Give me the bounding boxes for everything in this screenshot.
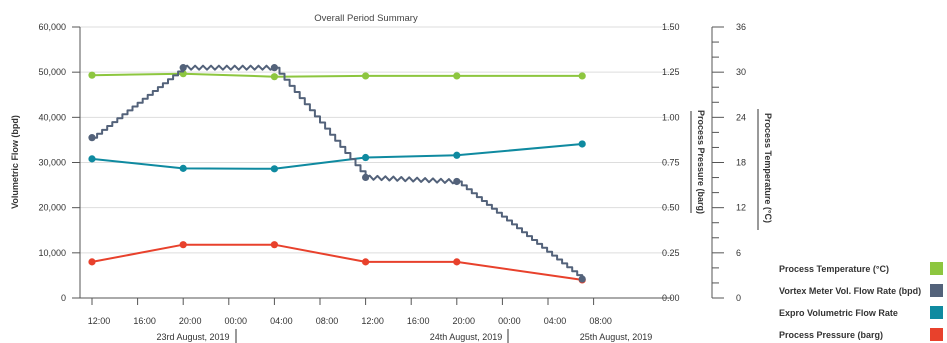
x-tick-label-0: 12:00 bbox=[88, 316, 111, 326]
temperature-axis: 0 6 12 18 24 30 36 Process Temperature (°C) bbox=[711, 22, 773, 303]
x-tick-label-2: 20:00 bbox=[179, 316, 202, 326]
series-point-process-pressure-barg-0 bbox=[88, 258, 96, 266]
series-line-vortex-meter-vol-flow-rate-bpd bbox=[91, 64, 584, 279]
series-point-vortex-meter-vol-flow-rate-bpd-2 bbox=[270, 64, 278, 72]
legend-swatch-pressure bbox=[930, 328, 943, 341]
date-label-aug-25: 25th August, 2019 bbox=[580, 332, 653, 342]
x-tick-label-11: 08:00 bbox=[589, 316, 612, 326]
temperature-tick-label-0: 0 bbox=[736, 293, 741, 303]
series-point-expro-volumetric-flow-rate-4 bbox=[453, 151, 461, 159]
temperature-tick-label-4: 24 bbox=[736, 112, 746, 122]
legend-label-vortex-flow: Vortex Meter Vol. Flow Rate (bpd) bbox=[779, 286, 921, 296]
pressure-tick-label-2: 0.50 bbox=[662, 203, 680, 213]
series-point-vortex-meter-vol-flow-rate-bpd-5 bbox=[578, 275, 586, 283]
series-point-vortex-meter-vol-flow-rate-bpd-0 bbox=[88, 134, 96, 142]
series-point-vortex-meter-vol-flow-rate-bpd-4 bbox=[453, 177, 461, 186]
temperature-tick-label-6: 36 bbox=[736, 22, 746, 32]
pressure-tick-label-5: 1.25 bbox=[662, 67, 680, 77]
series-point-expro-volumetric-flow-rate-5 bbox=[578, 140, 586, 148]
legend-item-pressure[interactable]: Process Pressure (barg) bbox=[779, 328, 943, 341]
chart-title: Overall Period Summary bbox=[314, 13, 418, 24]
legend-label-pressure: Process Pressure (barg) bbox=[779, 330, 883, 340]
legend: Process Temperature (°C) Vortex Meter Vo… bbox=[779, 262, 943, 341]
legend-item-temperature[interactable]: Process Temperature (°C) bbox=[779, 262, 943, 275]
left-tick-label-6: 60,000 bbox=[38, 22, 66, 32]
pressure-tick-label-1: 0.25 bbox=[662, 248, 680, 258]
pressure-tick-label-4: 1.00 bbox=[662, 112, 680, 122]
series-point-process-temperature-c-5 bbox=[578, 72, 586, 80]
temperature-tick-label-5: 30 bbox=[736, 67, 746, 77]
series-point-process-pressure-barg-1 bbox=[179, 241, 187, 249]
left-tick-label-4: 40,000 bbox=[38, 112, 66, 122]
left-tick-label-1: 10,000 bbox=[38, 248, 66, 258]
date-label-aug-23: 23rd August, 2019 bbox=[156, 332, 229, 342]
series-point-process-pressure-barg-2 bbox=[270, 241, 278, 249]
x-tick-label-4: 04:00 bbox=[270, 316, 293, 326]
temperature-tick-label-3: 18 bbox=[736, 158, 746, 168]
x-tick-label-6: 12:00 bbox=[361, 316, 384, 326]
series-line-process-temperature-c bbox=[91, 72, 583, 78]
x-tick-label-5: 08:00 bbox=[316, 316, 339, 326]
temperature-tick-label-2: 12 bbox=[736, 203, 746, 213]
series-line-process-pressure-barg bbox=[91, 243, 583, 281]
pressure-tick-label-6: 1.50 bbox=[662, 22, 680, 32]
left-tick-label-0: 0 bbox=[61, 293, 66, 303]
left-tick-label-3: 30,000 bbox=[38, 158, 66, 168]
series-line-expro-volumetric-flow-rate bbox=[91, 143, 583, 170]
series-point-process-temperature-c-4 bbox=[453, 72, 461, 80]
x-tick-label-8: 20:00 bbox=[453, 316, 476, 326]
legend-label-expro-flow: Expro Volumetric Flow Rate bbox=[779, 308, 898, 318]
series-point-expro-volumetric-flow-rate-0 bbox=[88, 155, 96, 163]
pressure-axis: 0.000.250.500.751.001.251.50 Process Pre… bbox=[662, 22, 706, 303]
legend-label-temperature: Process Temperature (°C) bbox=[779, 264, 889, 274]
legend-item-vortex-flow[interactable]: Vortex Meter Vol. Flow Rate (bpd) bbox=[779, 284, 943, 297]
series-point-process-pressure-barg-3 bbox=[362, 258, 370, 266]
series-point-process-temperature-c-0 bbox=[88, 71, 96, 79]
x-tick-label-1: 16:00 bbox=[133, 316, 156, 326]
left-axis-title: Volumetric Flow (bpd) bbox=[10, 115, 20, 209]
temperature-tick-label-1: 6 bbox=[736, 248, 741, 258]
series-point-expro-volumetric-flow-rate-3 bbox=[362, 153, 370, 162]
legend-swatch-temperature bbox=[930, 262, 943, 275]
series-point-process-temperature-c-3 bbox=[362, 72, 370, 80]
grid bbox=[80, 26, 672, 254]
series-point-process-temperature-c-2 bbox=[270, 73, 278, 81]
x-axis: 12:00 16:00 20:00 00:00 04:00 08:00 12:00 16:00… bbox=[80, 297, 672, 343]
series-point-process-pressure-barg-4 bbox=[453, 258, 461, 266]
temperature-axis-title: Process Temperature (°C) bbox=[763, 113, 773, 223]
series-layer bbox=[88, 64, 586, 284]
series-point-expro-volumetric-flow-rate-2 bbox=[270, 165, 278, 173]
legend-swatch-expro-flow bbox=[930, 306, 943, 319]
left-axis: 0 10,000 20,000 30,000 40,000 50,000 60,000 Vo… bbox=[10, 22, 81, 303]
pressure-tick-label-3: 0.75 bbox=[662, 158, 680, 168]
series-point-vortex-meter-vol-flow-rate-bpd-1 bbox=[179, 64, 187, 72]
x-tick-label-3: 00:00 bbox=[225, 316, 248, 326]
x-tick-label-7: 16:00 bbox=[407, 316, 430, 326]
series-point-vortex-meter-vol-flow-rate-bpd-3 bbox=[362, 173, 370, 182]
left-tick-label-2: 20,000 bbox=[38, 203, 66, 213]
left-tick-label-5: 50,000 bbox=[38, 67, 66, 77]
x-tick-label-9: 00:00 bbox=[498, 316, 521, 326]
legend-swatch-vortex-flow bbox=[930, 284, 943, 297]
date-label-aug-24: 24th August, 2019 bbox=[430, 332, 503, 342]
legend-item-expro-flow[interactable]: Expro Volumetric Flow Rate bbox=[779, 306, 943, 319]
x-tick-label-10: 04:00 bbox=[544, 316, 567, 326]
pressure-axis-title: Process Pressure (barg) bbox=[696, 110, 706, 214]
series-point-expro-volumetric-flow-rate-1 bbox=[179, 164, 187, 172]
